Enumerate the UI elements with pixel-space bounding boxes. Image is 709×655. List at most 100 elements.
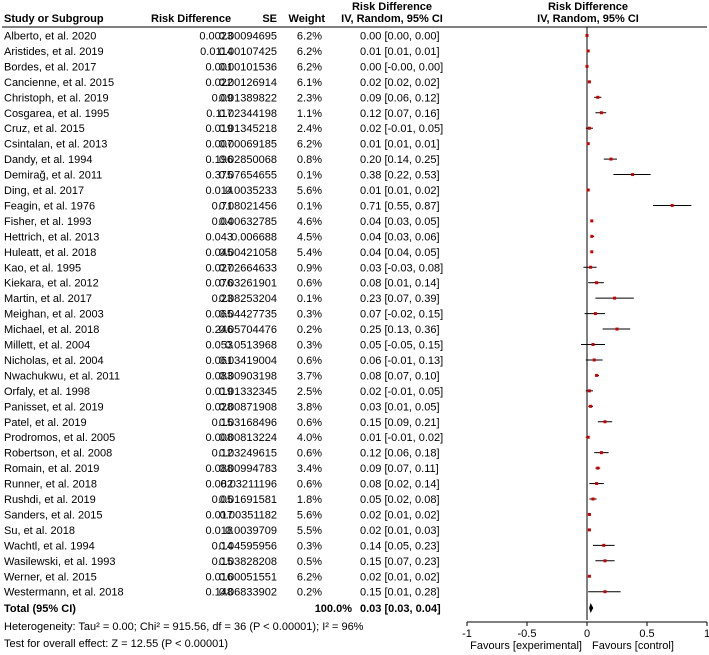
weight-value: 0.6% <box>297 278 322 290</box>
se-value: 0.01389822 <box>219 92 277 104</box>
study-name: Christoph, et al. 2019 <box>4 92 109 104</box>
point-estimate <box>599 451 603 455</box>
total-ci: 0.03 [0.03, 0.04] <box>360 603 441 615</box>
risk-difference-value: 0.05 <box>212 494 233 506</box>
study-name: Meighan, et al. 2003 <box>4 309 104 321</box>
heterogeneity-text: Heterogeneity: Tau² = 0.00; Chi² = 915.5… <box>4 621 364 633</box>
weight-value: 0.1% <box>297 200 322 212</box>
risk-difference-value: 0.016 <box>205 571 233 583</box>
ci-value: 0.00 [0.00, 0.00] <box>360 31 440 43</box>
risk-difference-value: 0.017 <box>205 509 233 521</box>
risk-difference-value: 0.065 <box>205 309 233 321</box>
study-name: Westermann, et al. 2018 <box>4 587 124 599</box>
point-estimate <box>603 559 607 563</box>
study-name: Runner, et al. 2018 <box>4 479 97 491</box>
weight-value: 3.4% <box>297 463 322 475</box>
ci-value: 0.15 [0.09, 0.21] <box>360 417 440 429</box>
ci-value: 0.38 [0.22, 0.53] <box>360 170 440 182</box>
weight-value: 1.1% <box>297 108 322 120</box>
weight-value: 5.6% <box>297 185 322 197</box>
point-estimate <box>615 327 619 331</box>
weight-value: 5.6% <box>297 509 322 521</box>
study-name: Robertson, et al. 2008 <box>4 448 112 460</box>
ci-value: 0.04 [0.04, 0.05] <box>360 247 440 259</box>
se-value: 0.00421058 <box>219 247 277 259</box>
ci-value: 0.03 [-0.03, 0.08] <box>360 262 443 274</box>
risk-difference-value: 0.018 <box>205 525 233 537</box>
ci-value: 0.09 [0.07, 0.11] <box>360 463 439 475</box>
study-name: Su, et al. 2018 <box>4 525 75 537</box>
se-value: 0.00813224 <box>219 432 277 444</box>
ci-value: 0.04 [0.03, 0.05] <box>360 216 440 228</box>
study-name: Kao, et al. 1995 <box>4 262 81 274</box>
study-name: Feagin, et al. 1976 <box>4 200 95 212</box>
point-estimate <box>587 389 591 393</box>
se-value: 0.03211196 <box>221 479 277 491</box>
study-name: Sanders, et al. 2015 <box>4 509 102 521</box>
ci-value: 0.09 [0.06, 0.12] <box>360 92 440 104</box>
se-value: 0.03249615 <box>219 448 277 460</box>
pooled-diamond <box>589 603 594 613</box>
ci-value: 0.02 [0.01, 0.03] <box>360 525 440 537</box>
ci-value: 0.05 [0.02, 0.08] <box>360 494 440 506</box>
weight-value: 3.7% <box>297 370 322 382</box>
study-name: Wasilewski, et al. 1993 <box>4 556 115 568</box>
point-estimate <box>590 234 594 238</box>
risk-difference-value: 0.019 <box>205 123 233 135</box>
se-value: 0.02664633 <box>219 262 277 274</box>
study-name: Cosgarea, et al. 1995 <box>4 108 109 120</box>
se-value: 0.00126914 <box>219 77 277 89</box>
ci-value: 0.01 [-0.01, 0.02] <box>360 432 443 444</box>
weight-value: 0.2% <box>297 324 322 336</box>
ci-value: 0.07 [-0.02, 0.15] <box>360 309 443 321</box>
risk-difference-value: 0.117 <box>206 108 233 120</box>
point-estimate <box>595 373 599 377</box>
point-estimate <box>590 250 594 254</box>
ci-value: 0.01 [0.01, 0.01] <box>360 139 440 151</box>
se-value: 0.08021456 <box>219 200 277 212</box>
point-estimate <box>595 482 599 486</box>
se-value: 0.00107425 <box>219 46 277 58</box>
risk-difference-value: 0.014 <box>205 185 233 197</box>
point-estimate <box>596 466 600 470</box>
weight-value: 2.5% <box>297 386 322 398</box>
point-estimate <box>587 126 591 130</box>
study-name: Csintalan, et al. 2013 <box>4 139 107 151</box>
study-name: Millett, et al. 2004 <box>4 340 90 352</box>
se-value: 0.01332345 <box>219 386 277 398</box>
risk-difference-value: 0.09 <box>212 92 233 104</box>
risk-difference-value: 0.15 <box>212 417 233 429</box>
se-value: 0.08253204 <box>219 293 277 305</box>
se-value: 0.00069185 <box>219 139 277 151</box>
study-name: Nicholas, et al. 2004 <box>4 355 104 367</box>
study-name: Dandy, et al. 1994 <box>4 154 92 166</box>
risk-difference-value: 0.375 <box>205 170 233 182</box>
total-label: Total (95% CI) <box>4 603 76 615</box>
ci-value: 0.25 [0.13, 0.36] <box>360 324 440 336</box>
study-name: Ding, et al. 2017 <box>4 185 84 197</box>
se-value: 0.0039709 <box>225 525 277 537</box>
study-name: Michael, et al. 2018 <box>4 324 99 336</box>
risk-difference-value: 0.246 <box>205 324 233 336</box>
point-estimate <box>589 265 593 269</box>
study-name: Kiekara, et al. 2012 <box>4 278 99 290</box>
weight-value: 6.1% <box>297 77 322 89</box>
se-value: 0.04595956 <box>219 540 277 552</box>
study-name: Martin, et al. 2017 <box>4 293 92 305</box>
study-name: Fisher, et al. 1993 <box>4 216 91 228</box>
weight-value: 6.2% <box>297 571 322 583</box>
study-name: Rushdi, et al. 2019 <box>4 494 96 506</box>
weight-value: 0.3% <box>297 540 322 552</box>
se-value: 0.03828208 <box>219 556 277 568</box>
se-value: 0.0035233 <box>225 185 277 197</box>
weight-value: 3.8% <box>297 401 322 413</box>
tick-label: 0.5 <box>639 628 654 640</box>
point-estimate <box>603 590 607 594</box>
weight-value: 2.4% <box>297 123 322 135</box>
tick-label: 0 <box>584 628 590 640</box>
weight-value: 0.6% <box>297 355 322 367</box>
point-estimate <box>585 34 589 37</box>
risk-difference-value: 0.71 <box>212 200 233 212</box>
